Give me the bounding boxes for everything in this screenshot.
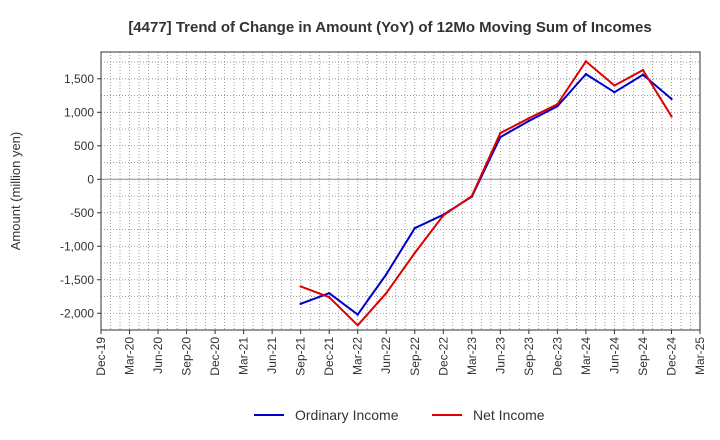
x-tick-label: Mar-20 — [123, 337, 137, 375]
data-point — [641, 68, 645, 72]
legend-label: Net Income — [473, 407, 545, 423]
x-tick-label: Mar-22 — [351, 337, 365, 375]
x-tick-label: Sep-24 — [636, 337, 650, 376]
y-axis-label: Amount (million yen) — [8, 132, 23, 251]
data-point — [584, 60, 588, 63]
x-tick-label: Dec-20 — [208, 337, 222, 376]
x-tick-label: Mar-21 — [237, 337, 251, 375]
legend-label: Ordinary Income — [295, 407, 399, 423]
y-tick-label: -1,000 — [60, 239, 94, 253]
x-tick-label: Jun-23 — [493, 337, 507, 374]
x-tick-label: Jun-24 — [607, 337, 621, 374]
x-tick-label: Sep-20 — [180, 337, 194, 376]
x-tick-label: Dec-22 — [436, 337, 450, 376]
data-point — [584, 72, 588, 76]
x-tick-label: Dec-23 — [550, 337, 564, 376]
x-tick-label: Dec-24 — [664, 337, 678, 376]
y-tick-label: 1,000 — [64, 105, 94, 119]
x-tick-label: Mar-23 — [465, 337, 479, 375]
data-point — [356, 313, 359, 316]
y-tick-label: -500 — [70, 206, 94, 220]
data-point — [641, 73, 645, 76]
chart-title: [4477] Trend of Change in Amount (YoY) o… — [128, 19, 651, 36]
x-tick-label: Dec-21 — [322, 337, 336, 376]
data-point — [670, 115, 673, 118]
x-tick-label: Sep-22 — [408, 337, 422, 376]
data-point — [527, 117, 531, 120]
data-point — [613, 90, 616, 94]
y-tick-label: 1,500 — [64, 72, 94, 86]
data-point — [670, 97, 673, 101]
plot-frame — [100, 51, 701, 331]
data-point — [299, 302, 302, 306]
x-tick-label: Mar-24 — [579, 337, 593, 375]
series-line-net-income — [300, 60, 673, 327]
plot-area: -2,000 -1,500 -1,000 -500 0 500 1,000 1,500 Dec-… — [60, 51, 707, 376]
data-point — [327, 291, 331, 295]
data-point — [613, 84, 616, 87]
data-point — [385, 273, 388, 276]
data-point — [470, 194, 474, 198]
data-point — [499, 131, 502, 135]
legend: Ordinary Income Net Income — [254, 407, 545, 423]
x-tick-label: Mar-25 — [693, 337, 707, 375]
x-tick-label: Sep-21 — [294, 337, 308, 376]
data-point — [442, 214, 445, 217]
data-point — [356, 324, 359, 327]
x-tick-label: Sep-23 — [522, 337, 536, 376]
data-point — [413, 251, 416, 255]
y-tick-label: -2,000 — [60, 306, 94, 320]
data-point — [327, 295, 331, 299]
y-tick-label: -1,500 — [60, 273, 94, 287]
plot-background — [101, 52, 700, 330]
data-point — [299, 285, 302, 288]
x-tick-label: Jun-20 — [151, 337, 165, 374]
data-point — [385, 291, 388, 295]
data-point — [527, 119, 531, 123]
data-point — [556, 103, 559, 106]
y-tick-label: 0 — [87, 172, 94, 186]
x-tick-label: Jun-22 — [379, 337, 393, 374]
x-tick-label: Jun-21 — [265, 337, 279, 374]
y-tick-label: 500 — [74, 139, 94, 153]
x-tick-label: Dec-19 — [94, 337, 108, 376]
data-point — [413, 226, 416, 230]
